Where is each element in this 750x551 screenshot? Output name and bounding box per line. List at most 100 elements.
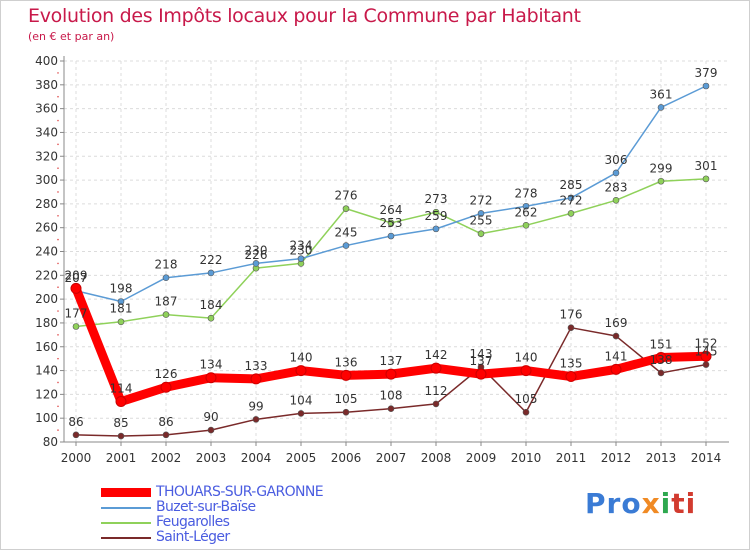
data-label-3: 99 [248, 399, 263, 413]
data-point-0 [205, 372, 217, 384]
y-minor-tick [57, 191, 59, 193]
logo-part-pro: Pro [585, 487, 642, 520]
data-point-3 [567, 324, 575, 332]
y-tick-label: 200 [35, 292, 58, 306]
legend-swatch-thouars [101, 488, 151, 497]
data-label-0: 137 [380, 354, 403, 368]
data-point-2 [72, 323, 80, 330]
data-point-1 [702, 82, 710, 90]
data-label-2: 187 [155, 295, 178, 309]
data-label-2: 264 [380, 203, 403, 217]
y-tick-label: 280 [35, 197, 58, 211]
y-minor-tick [57, 429, 59, 431]
data-label-1: 253 [380, 216, 403, 230]
data-label-3: 86 [68, 415, 83, 429]
y-tick-label: 240 [35, 245, 58, 259]
y-tick-label: 180 [35, 316, 58, 330]
y-minor-tick [57, 95, 59, 98]
data-point-0 [655, 351, 667, 363]
y-minor-tick [57, 357, 59, 360]
data-point-2 [432, 208, 440, 216]
data-point-2 [162, 311, 170, 318]
data-label-2: 230 [290, 243, 313, 257]
data-point-1 [297, 255, 305, 262]
data-point-3 [702, 361, 710, 368]
data-point-3 [657, 369, 665, 377]
x-tick-label: 2003 [196, 451, 227, 465]
data-point-1 [432, 225, 440, 233]
y-tick-label: 380 [35, 78, 58, 92]
y-minor-tick [57, 381, 59, 384]
data-label-1: 245 [335, 226, 358, 240]
data-point-1 [657, 104, 665, 111]
data-point-3 [342, 408, 350, 416]
data-point-0 [700, 350, 712, 362]
data-label-1: 278 [515, 186, 538, 200]
data-label-0: 126 [155, 367, 178, 381]
data-point-1 [252, 260, 260, 267]
data-point-0 [160, 381, 172, 393]
y-minor-tick [57, 334, 59, 336]
y-tick-label: 360 [35, 102, 58, 116]
data-label-3: 105 [335, 392, 358, 406]
x-tick-label: 2013 [646, 451, 677, 465]
data-point-3 [612, 332, 620, 340]
data-point-0 [430, 362, 442, 374]
chart-subtitle: (en € et par an) [28, 30, 115, 43]
y-tick-label: 100 [35, 411, 58, 425]
data-point-0 [340, 369, 352, 381]
x-tick-label: 2007 [376, 451, 407, 465]
legend-label-saint-leger: Saint-Léger [156, 529, 230, 545]
x-tick-label: 2001 [106, 451, 137, 465]
y-minor-tick [57, 214, 59, 217]
y-tick-label: 320 [35, 149, 58, 163]
data-point-2 [657, 177, 665, 185]
y-tick-label: 300 [35, 173, 58, 187]
y-minor-tick [57, 72, 59, 74]
data-point-0 [565, 371, 577, 383]
data-label-0: 140 [515, 351, 538, 365]
data-point-0 [610, 363, 622, 375]
data-label-3: 105 [515, 392, 538, 406]
data-label-0: 151 [650, 337, 673, 351]
y-tick-label: 120 [35, 387, 58, 401]
y-minor-tick [57, 119, 59, 122]
y-minor-tick [57, 262, 59, 265]
data-point-3 [72, 431, 80, 439]
data-label-3: 145 [695, 345, 718, 359]
legend-label-buzet: Buzet-sur-Baïse [156, 499, 256, 515]
data-label-3: 169 [605, 316, 628, 330]
data-point-0 [295, 365, 307, 377]
y-minor-tick [57, 238, 59, 241]
data-label-1: 285 [560, 178, 583, 192]
y-tick-label: 80 [43, 435, 58, 449]
data-label-2: 184 [200, 298, 223, 312]
data-label-0: 209 [65, 268, 88, 282]
legend-swatch-saint-leger [101, 537, 151, 539]
data-point-0 [70, 282, 82, 294]
data-label-0: 134 [200, 358, 223, 372]
data-label-1: 379 [695, 66, 718, 80]
data-label-1: 361 [650, 87, 673, 101]
data-point-1 [207, 269, 215, 277]
proxiti-logo: Proxiti [585, 487, 696, 520]
y-tick-label: 160 [35, 340, 58, 354]
data-label-1: 272 [470, 193, 493, 207]
x-tick-label: 2004 [241, 451, 272, 465]
data-point-3 [522, 408, 530, 416]
logo-part-x: x [641, 487, 661, 520]
data-point-1 [522, 202, 530, 210]
data-label-1: 259 [425, 209, 448, 223]
x-tick-label: 2009 [466, 451, 497, 465]
data-point-3 [387, 405, 395, 412]
data-point-3 [252, 416, 260, 423]
data-point-3 [432, 400, 440, 408]
data-point-0 [250, 373, 262, 385]
data-point-2 [522, 222, 530, 229]
data-label-0: 137 [470, 354, 493, 368]
x-tick-label: 2000 [61, 451, 92, 465]
data-point-2 [567, 210, 575, 217]
data-point-1 [162, 274, 170, 281]
y-minor-tick [57, 286, 59, 289]
data-label-0: 133 [245, 359, 268, 373]
